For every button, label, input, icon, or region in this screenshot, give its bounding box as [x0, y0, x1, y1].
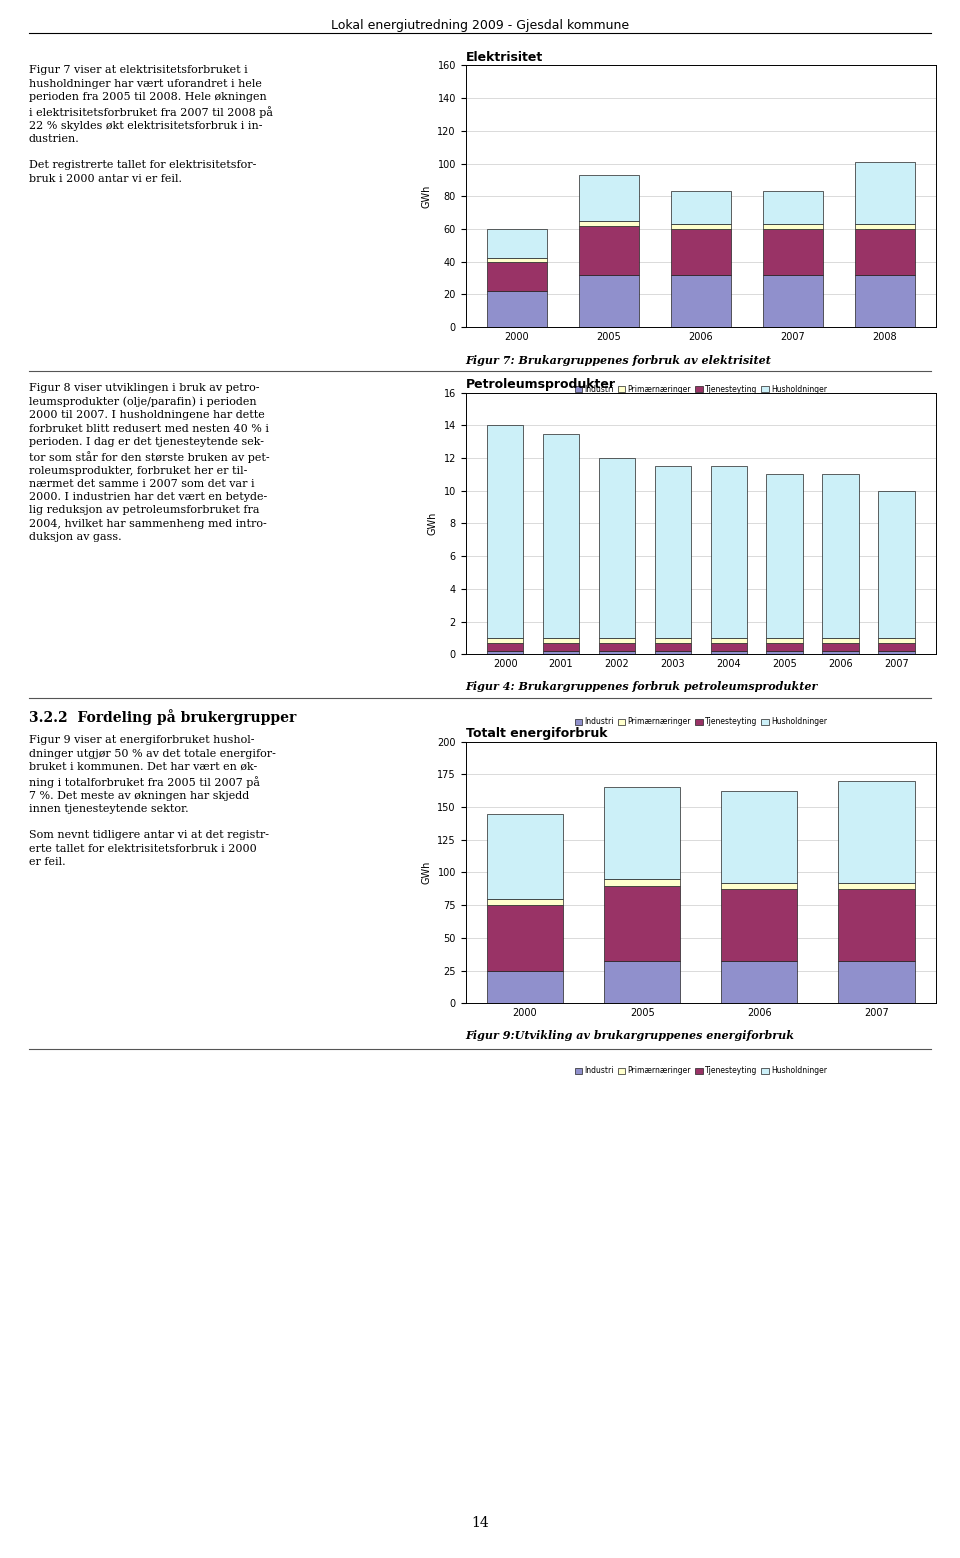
- Bar: [710, 651, 747, 654]
- Bar: [655, 651, 691, 654]
- Text: Petroleumsprodukter: Petroleumsprodukter: [466, 379, 615, 391]
- Bar: [671, 229, 731, 274]
- Bar: [766, 475, 803, 639]
- Bar: [487, 971, 564, 1003]
- Bar: [599, 458, 636, 639]
- Bar: [579, 274, 638, 327]
- Text: Elektrisitet: Elektrisitet: [466, 51, 542, 64]
- Bar: [823, 639, 858, 643]
- Bar: [763, 224, 823, 229]
- Bar: [854, 229, 915, 274]
- Y-axis label: GWh: GWh: [421, 184, 432, 209]
- Legend: Industri, Primærnæringer, Tjenesteyting, Husholdninger: Industri, Primærnæringer, Tjenesteyting,…: [573, 715, 828, 728]
- Bar: [823, 475, 858, 639]
- Bar: [854, 224, 915, 229]
- Text: Figur 9 viser at energiforbruket hushol-
dninger utgjør 50 % av det totale energ: Figur 9 viser at energiforbruket hushol-…: [29, 735, 276, 866]
- Bar: [671, 224, 731, 229]
- Bar: [604, 961, 681, 1003]
- Bar: [671, 192, 731, 224]
- Bar: [838, 961, 915, 1003]
- Text: Figur 7 viser at elektrisitetsforbruket i
husholdninger har vært uforandret i he: Figur 7 viser at elektrisitetsforbruket …: [29, 65, 273, 184]
- Bar: [878, 491, 915, 639]
- Bar: [543, 643, 579, 651]
- Bar: [487, 639, 523, 643]
- Bar: [766, 643, 803, 651]
- Bar: [655, 466, 691, 639]
- Bar: [543, 433, 579, 639]
- Bar: [487, 259, 547, 262]
- Bar: [655, 639, 691, 643]
- Bar: [543, 639, 579, 643]
- Legend: Industri, Primærnæringer, Tjenesteyting, Husholdninger: Industri, Primærnæringer, Tjenesteyting,…: [573, 1064, 828, 1077]
- Bar: [721, 890, 798, 961]
- Bar: [487, 899, 564, 905]
- Bar: [823, 651, 858, 654]
- Bar: [721, 961, 798, 1003]
- Bar: [838, 883, 915, 890]
- Bar: [604, 787, 681, 879]
- Bar: [710, 643, 747, 651]
- Bar: [579, 174, 638, 221]
- Text: Figur 8 viser utviklingen i bruk av petro-
leumsprodukter (olje/parafin) i perio: Figur 8 viser utviklingen i bruk av petr…: [29, 383, 270, 542]
- Bar: [721, 883, 798, 890]
- Bar: [579, 221, 638, 226]
- Bar: [604, 879, 681, 885]
- Bar: [766, 651, 803, 654]
- Bar: [878, 639, 915, 643]
- Bar: [487, 425, 523, 639]
- Bar: [487, 262, 547, 291]
- Text: Totalt energiforbruk: Totalt energiforbruk: [466, 728, 607, 740]
- Bar: [487, 905, 564, 971]
- Bar: [763, 274, 823, 327]
- Text: Lokal energiutredning 2009 - Gjesdal kommune: Lokal energiutredning 2009 - Gjesdal kom…: [331, 20, 629, 33]
- Bar: [763, 192, 823, 224]
- Bar: [487, 813, 564, 899]
- Bar: [838, 781, 915, 883]
- Bar: [878, 643, 915, 651]
- Bar: [487, 643, 523, 651]
- Bar: [599, 639, 636, 643]
- Y-axis label: GWh: GWh: [428, 511, 438, 536]
- Text: Figur 9:Utvikling av brukargruppenes energiforbruk: Figur 9:Utvikling av brukargruppenes ene…: [466, 1030, 795, 1041]
- Bar: [487, 291, 547, 327]
- Bar: [710, 639, 747, 643]
- Bar: [854, 274, 915, 327]
- Y-axis label: GWh: GWh: [421, 860, 432, 885]
- Bar: [763, 229, 823, 274]
- Bar: [823, 643, 858, 651]
- Text: Figur 4: Brukargruppenes forbruk petroleumsprodukter: Figur 4: Brukargruppenes forbruk petrole…: [466, 681, 818, 692]
- Bar: [604, 885, 681, 961]
- Bar: [487, 651, 523, 654]
- Text: 3.2.2  Fordeling på brukergrupper: 3.2.2 Fordeling på brukergrupper: [29, 709, 296, 724]
- Bar: [721, 791, 798, 883]
- Bar: [543, 651, 579, 654]
- Bar: [599, 651, 636, 654]
- Bar: [854, 162, 915, 224]
- Bar: [838, 890, 915, 961]
- Bar: [579, 226, 638, 274]
- Bar: [710, 466, 747, 639]
- Bar: [671, 274, 731, 327]
- Text: 14: 14: [471, 1516, 489, 1530]
- Text: Figur 7: Brukargruppenes forbruk av elektrisitet: Figur 7: Brukargruppenes forbruk av elek…: [466, 355, 772, 366]
- Bar: [655, 643, 691, 651]
- Bar: [766, 639, 803, 643]
- Bar: [878, 651, 915, 654]
- Bar: [599, 643, 636, 651]
- Legend: Industri, Primærnæringer, Tjenesteyting, Husholdninger: Industri, Primærnæringer, Tjenesteyting,…: [573, 383, 828, 396]
- Bar: [487, 229, 547, 259]
